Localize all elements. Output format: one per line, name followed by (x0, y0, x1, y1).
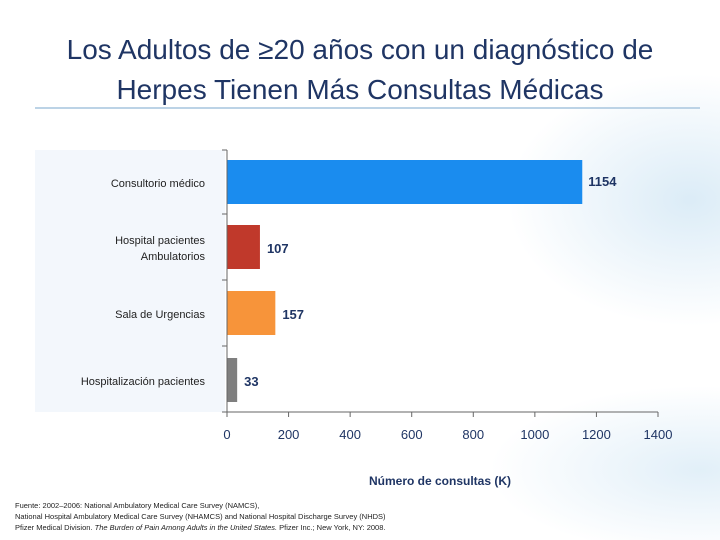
bar-1 (227, 225, 260, 269)
title-line-1: Los Adultos de ≥20 años con un diagnósti… (66, 34, 654, 65)
value-label-0: 1154 (588, 174, 617, 189)
category-label-3: Hospitalización pacientes (81, 376, 206, 388)
value-label-3: 33 (244, 374, 258, 389)
x-tick-label-0: 0 (223, 427, 230, 442)
page-title: Los Adultos de ≥20 años con un diagnósti… (0, 30, 720, 110)
x-tick-label-4: 800 (462, 427, 484, 442)
x-tick-label-6: 1200 (582, 427, 611, 442)
category-label-1-line-0: Hospital pacientes (115, 235, 205, 247)
footnote-book-title: The Burden of Pain Among Adults in the U… (94, 523, 278, 532)
x-axis-title: Número de consultas (K) (369, 474, 511, 488)
labels-group: 1154 Consultorio médico 107 Hospital pacien… (81, 174, 617, 389)
value-label-1: 107 (267, 241, 289, 256)
title-divider (35, 107, 700, 109)
title-line-2: Herpes Tienen Más Consultas Médicas (116, 74, 604, 105)
category-label-panel (35, 150, 225, 412)
footnote-line-3-a: Pfizer Medical Division. (15, 523, 95, 532)
x-tick-label-5: 1000 (520, 427, 549, 442)
x-tick-label-1: 200 (278, 427, 300, 442)
category-label-2: Sala de Urgencias (115, 309, 205, 321)
value-label-2: 157 (282, 307, 304, 322)
footnote-line-3: Pfizer Medical Division. The Burden of P… (15, 522, 535, 533)
x-tick-label-3: 600 (401, 427, 423, 442)
footnote-line-2: National Hospital Ambulatory Medical Car… (15, 512, 386, 521)
source-footnote: Fuente: 2002–2006: National Ambulatory M… (15, 500, 535, 533)
category-label-0: Consultorio médico (111, 178, 205, 190)
bars-group (227, 160, 583, 402)
x-tick-label-7: 1400 (644, 427, 673, 442)
bar-3 (227, 358, 238, 402)
x-tick-label-2: 400 (339, 427, 361, 442)
bar-0 (227, 160, 583, 204)
axes-group: 0 200 400 600 800 1000 1200 1400 Número de consu… (222, 149, 673, 488)
footnote-line-3-c: Pfizer Inc.; New York, NY: 2008. (277, 523, 386, 532)
category-label-1-line-1: Ambulatorios (141, 251, 206, 263)
bar-2 (227, 291, 276, 335)
footnote-line-1: Fuente: 2002–2006: National Ambulatory M… (15, 501, 260, 510)
